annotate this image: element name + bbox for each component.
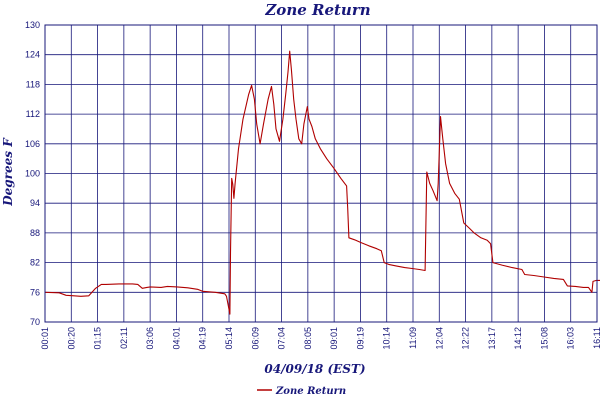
legend-label: Zone Return: [275, 386, 346, 397]
y-axis-label: Degrees F: [1, 137, 15, 207]
x-tick-label: 16:11: [592, 327, 600, 349]
x-axis-label: 04/09/18 (EST): [264, 362, 365, 376]
y-tick-label: 112: [26, 109, 40, 119]
y-tick-label: 130: [25, 20, 40, 30]
x-tick-label: 05:14: [224, 327, 234, 350]
chart-title: Zone Return: [264, 1, 370, 19]
y-tick-label: 76: [30, 287, 40, 297]
y-tick-label: 106: [25, 139, 40, 149]
x-tick-label: 16:03: [566, 327, 576, 350]
x-tick-label: 11:09: [408, 327, 418, 349]
x-tick-label: 07:04: [277, 327, 287, 350]
y-tick-label: 82: [30, 258, 40, 268]
series-line-zone-return: [44, 50, 600, 315]
y-tick-label: 118: [26, 79, 40, 89]
x-tick-label: 06:09: [250, 327, 260, 350]
series-layer: [44, 50, 600, 315]
x-tick-label: 09:19: [355, 327, 365, 350]
x-tick-label: 14:12: [513, 327, 523, 350]
plot-frame: [44, 24, 598, 323]
x-tick-label: 12:04: [434, 327, 444, 350]
x-tick-label: 13:17: [487, 327, 497, 350]
x-tick-label: 08:05: [303, 327, 313, 350]
x-tick-label: 04:19: [198, 327, 208, 350]
x-tick-label: 03:06: [145, 327, 155, 350]
x-tick-label: 09:01: [329, 327, 339, 350]
x-tick-label: 00:20: [66, 327, 76, 350]
x-tick-label: 04:01: [171, 327, 181, 350]
y-tick-label: 124: [25, 50, 40, 60]
x-axis-ticks: 00:01 00:20 01:15 02:11 03:06 04:01 04:19 05:14…: [40, 327, 600, 350]
y-tick-label: 94: [30, 198, 40, 208]
x-tick-label: 15:08: [539, 327, 549, 350]
x-tick-label: 00:01: [40, 327, 50, 350]
y-axis-ticks: 70 76 82 88 94 100 106 112 118 124 130: [25, 20, 40, 327]
x-tick-label: 01:15: [93, 327, 103, 350]
grid: [44, 24, 598, 323]
x-tick-label: 10:14: [382, 327, 392, 350]
x-tick-label: 12:22: [461, 327, 471, 350]
y-tick-label: 100: [25, 169, 40, 179]
legend: Zone Return: [257, 386, 346, 397]
x-tick-label: 02:11: [119, 327, 129, 349]
y-tick-label: 70: [30, 317, 40, 327]
y-tick-label: 88: [30, 228, 40, 238]
